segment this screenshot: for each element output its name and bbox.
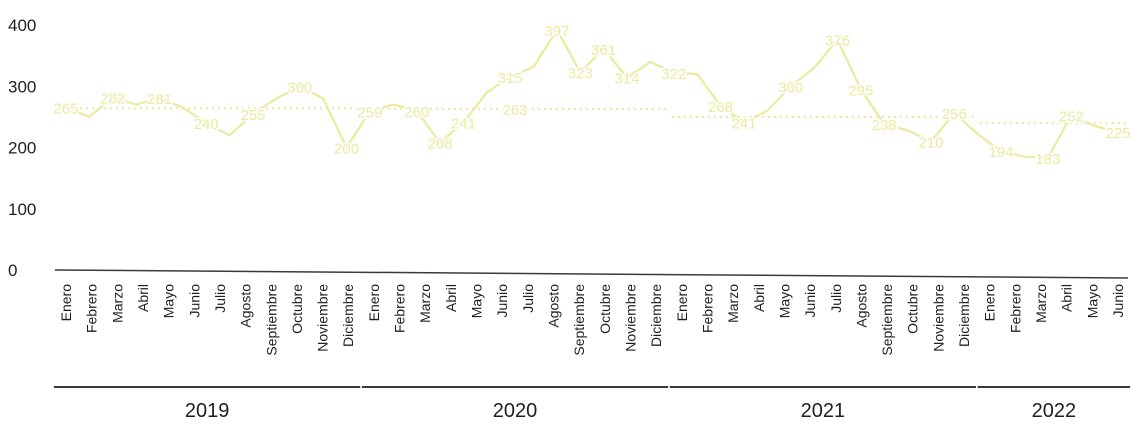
x-tick-label: Mayo [1084, 284, 1100, 318]
x-tick-label: Febrero [84, 284, 100, 333]
y-axis-ticks: 0 100 200 300 400 [8, 16, 36, 280]
data-label: 282 [100, 90, 125, 107]
x-tick-label: Noviembre [930, 284, 946, 352]
x-tick-label: Enero [982, 284, 998, 322]
data-label: 252 [1059, 109, 1084, 126]
data-label: 210 [918, 134, 943, 151]
series-line [65, 28, 1119, 159]
data-label: 361 [591, 42, 616, 59]
data-label: 200 [334, 141, 359, 158]
x-axis-line [54, 269, 1129, 279]
x-tick-label: Agosto [238, 284, 254, 328]
x-tick-label: Julio [828, 284, 844, 313]
data-label: 255 [241, 107, 266, 124]
x-tick-label: Abril [1059, 284, 1075, 312]
x-tick-label: Mayo [469, 284, 485, 318]
data-label: 241 [731, 115, 756, 132]
x-tick-label: Marzo [417, 284, 433, 323]
data-label: 238 [872, 117, 897, 134]
data-label: 323 [568, 65, 593, 82]
x-tick-label: Mayo [161, 284, 177, 318]
data-label: 268 [708, 99, 733, 116]
x-tick-label: Marzo [725, 284, 741, 323]
x-tick-label: Abril [751, 284, 767, 312]
x-axis-ticks: Enero Febrero Marzo Abril Mayo Junio Julio Agos… [58, 284, 1126, 356]
y-tick-label: 100 [8, 200, 36, 219]
data-label: 322 [661, 66, 686, 83]
x-tick-label: Noviembre [622, 284, 638, 352]
x-tick-label: Agosto [853, 284, 869, 328]
data-labels: 265 282 281 240 255 300 200 259 260 208 241 315 397 3… [52, 21, 1132, 169]
data-label: 376 [825, 33, 850, 50]
data-label: 281 [147, 91, 172, 108]
y-tick-label: 300 [8, 77, 36, 96]
data-label: 208 [428, 136, 453, 153]
x-tick-label: Julio [212, 284, 228, 313]
data-label: 314 [615, 71, 640, 88]
data-label: 240 [194, 116, 219, 133]
x-tick-label: Junio [186, 284, 202, 318]
y-tick-label: 0 [8, 261, 17, 280]
x-tick-label: Septiembre [879, 284, 895, 356]
x-tick-label: Junio [802, 284, 818, 318]
x-tick-label: Febrero [699, 284, 715, 333]
x-tick-label: Octubre [905, 284, 921, 334]
data-label: 256 [942, 106, 967, 123]
data-label: 300 [287, 79, 312, 96]
x-tick-label: Septiembre [571, 284, 587, 356]
x-tick-label: Noviembre [315, 284, 331, 352]
x-tick-label: Junio [1110, 284, 1126, 318]
x-tick-label: Abril [443, 284, 459, 312]
data-label: 397 [544, 23, 569, 40]
data-label: 300 [778, 79, 803, 96]
x-tick-label: Enero [674, 284, 690, 322]
x-tick-label: Octubre [289, 284, 305, 334]
y-tick-label: 200 [8, 139, 36, 158]
average-label: 263 [503, 102, 528, 119]
x-tick-label: Enero [58, 284, 74, 322]
average-lines: 263 [56, 100, 1128, 125]
x-tick-label: Octubre [597, 284, 613, 334]
year-group-label: 2020 [493, 400, 538, 422]
x-tick-label: Febrero [1007, 284, 1023, 333]
x-tick-label: Abril [135, 284, 151, 312]
x-tick-label: Enero [366, 284, 382, 322]
data-label: 260 [404, 104, 429, 121]
x-tick-label: Mayo [776, 284, 792, 318]
data-label: 225 [1105, 125, 1130, 142]
year-group-label: 2019 [185, 400, 230, 422]
year-group-label: 2021 [801, 400, 846, 422]
x-tick-label: Marzo [109, 284, 125, 323]
data-label: 183 [1035, 151, 1060, 168]
x-tick-label: Diciembre [648, 284, 664, 347]
year-group-label: 2022 [1032, 400, 1077, 422]
x-tick-label: Julio [520, 284, 536, 313]
x-tick-label: Junio [494, 284, 510, 318]
data-label: 315 [498, 70, 523, 87]
x-tick-label: Diciembre [340, 284, 356, 347]
y-tick-label: 400 [8, 16, 36, 35]
data-label: 241 [451, 115, 476, 132]
x-tick-label: Septiembre [263, 284, 279, 356]
x-tick-label: Marzo [1033, 284, 1049, 323]
year-groups: 2019 2020 2021 2022 [54, 386, 1130, 422]
data-label: 194 [989, 144, 1014, 161]
data-label: 295 [848, 82, 873, 99]
x-tick-label: Agosto [546, 284, 562, 328]
x-tick-label: Diciembre [956, 284, 972, 347]
x-tick-label: Febrero [392, 284, 408, 333]
data-label: 265 [53, 101, 78, 118]
data-label: 259 [357, 104, 382, 121]
